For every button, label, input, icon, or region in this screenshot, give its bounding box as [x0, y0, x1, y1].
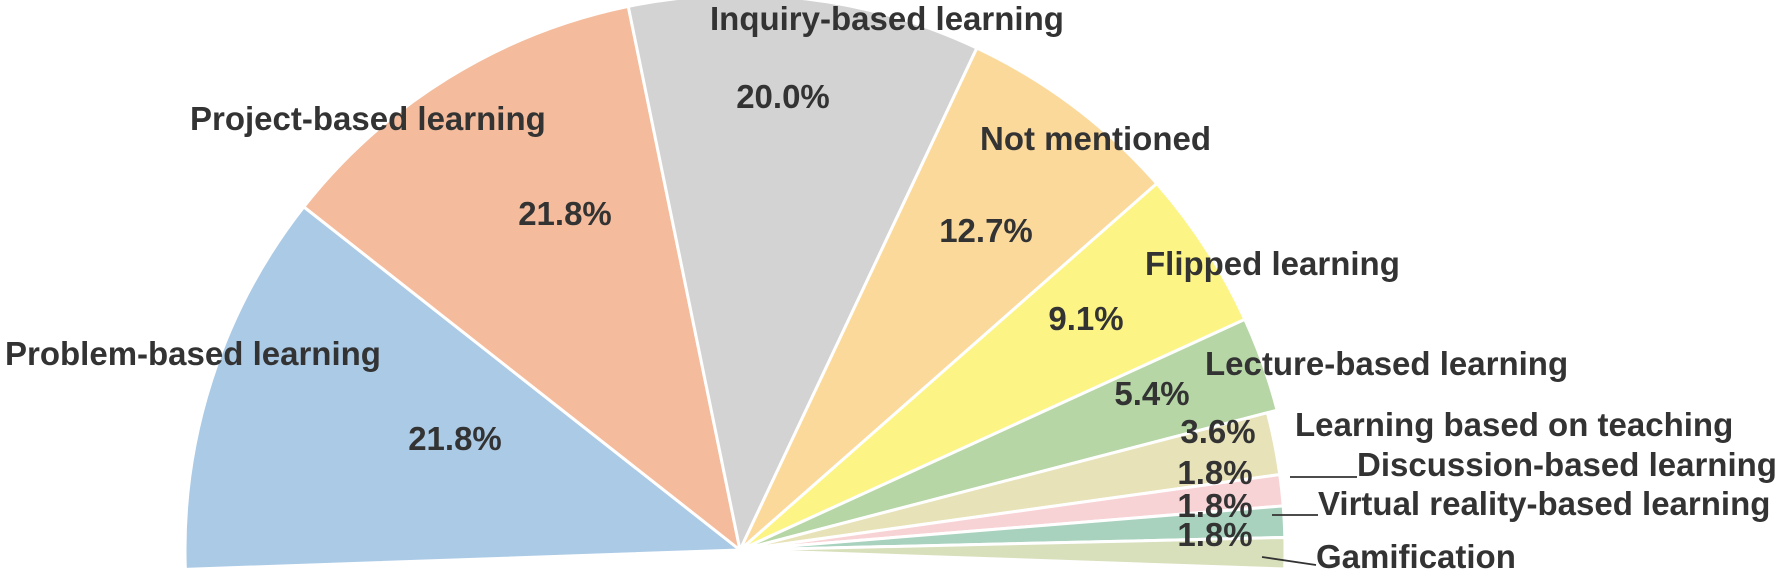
category-labels: Problem-based learning Project-based lear…	[5, 0, 1777, 575]
pie-slice-flipped-learning	[739, 181, 1247, 552]
pct-label-flipped-learning: 9.1%	[1048, 300, 1123, 337]
category-label-virtual-reality-based-learning: Virtual reality-based learning	[1318, 485, 1770, 522]
pie-slices	[183, 0, 1287, 571]
pie-slice-inquiry-based-learning	[626, 0, 979, 555]
pct-label-discussion-based-learning: 1.8%	[1177, 454, 1252, 491]
pct-label-virtual-reality-based-learning: 1.8%	[1177, 487, 1252, 524]
pct-label-project-based-learning: 21.8%	[518, 195, 612, 232]
pie-slice-project-based-learning	[301, 4, 743, 554]
pie-slice-lecture-based-learning	[739, 317, 1279, 552]
category-label-learning-based-on-teaching: Learning based on teaching	[1295, 406, 1733, 443]
pie-slice-problem-based-learning	[183, 204, 745, 571]
category-label-not-mentioned: Not mentioned	[980, 120, 1211, 157]
pct-label-problem-based-learning: 21.8%	[408, 420, 502, 457]
category-label-inquiry-based-learning: Inquiry-based learning	[710, 0, 1064, 37]
pct-label-inquiry-based-learning: 20.0%	[736, 78, 830, 115]
category-label-discussion-based-learning: Discussion-based learning	[1357, 446, 1777, 483]
pie-slice-not-mentioned	[738, 46, 1159, 552]
percentage-labels: 21.8%21.8%20.0%12.7%9.1%5.4%3.6%1.8%1.8%…	[408, 78, 1255, 553]
pct-label-lecture-based-learning: 5.4%	[1114, 375, 1189, 412]
category-label-lecture-based-learning: Lecture-based learning	[1205, 345, 1568, 382]
pie-slice-gamification	[739, 535, 1287, 571]
pct-label-gamification: 1.8%	[1177, 516, 1252, 553]
leader-line-gamification	[1261, 556, 1317, 566]
category-label-problem-based-learning: Problem-based learning	[5, 335, 381, 372]
category-label-gamification: Gamification	[1316, 538, 1516, 575]
leader-lines	[1261, 476, 1357, 566]
category-label-flipped-learning: Flipped learning	[1145, 245, 1400, 282]
pct-label-learning-based-on-teaching: 3.6%	[1180, 413, 1255, 450]
category-label-project-based-learning: Project-based learning	[190, 100, 546, 137]
pct-label-not-mentioned: 12.7%	[939, 212, 1033, 249]
